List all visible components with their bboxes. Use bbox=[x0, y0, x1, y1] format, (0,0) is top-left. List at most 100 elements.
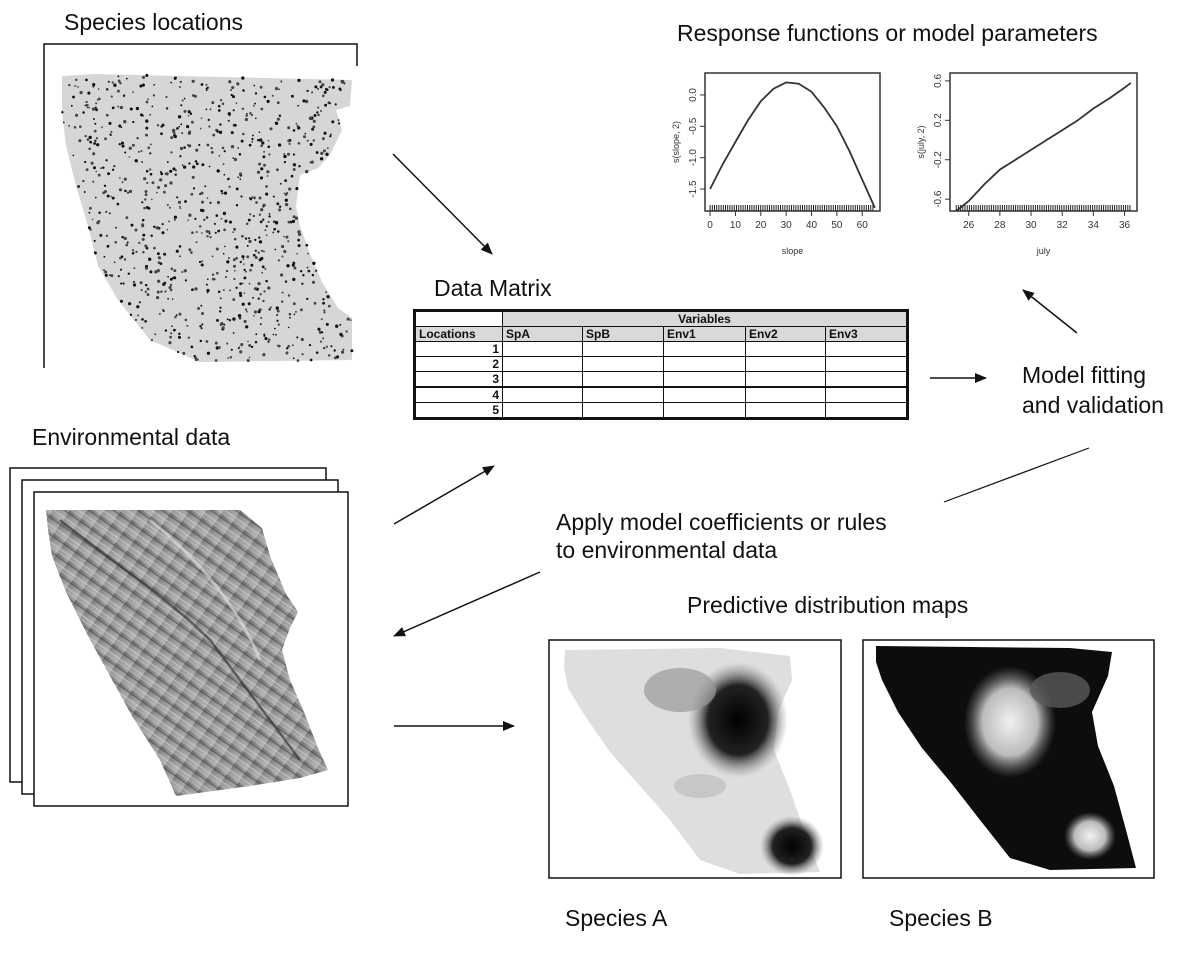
occurrence-point bbox=[141, 201, 144, 204]
occurrence-point bbox=[338, 87, 342, 91]
occurrence-point bbox=[265, 279, 268, 283]
chart-july-response-curve bbox=[955, 82, 1132, 212]
occurrence-point bbox=[243, 268, 246, 272]
occurrence-point bbox=[191, 288, 194, 292]
occurrence-point bbox=[155, 226, 159, 230]
matrix-cell bbox=[582, 341, 664, 357]
occurrence-point bbox=[295, 311, 297, 313]
occurrence-point bbox=[235, 187, 239, 191]
occurrence-point bbox=[145, 206, 149, 209]
occurrence-point bbox=[124, 189, 127, 193]
occurrence-point bbox=[305, 243, 309, 247]
occurrence-point bbox=[103, 255, 106, 258]
occurrence-point bbox=[68, 124, 71, 127]
occurrence-point bbox=[247, 218, 251, 222]
occurrence-point bbox=[107, 172, 111, 176]
occurrence-point bbox=[198, 143, 201, 147]
occurrence-point bbox=[144, 190, 148, 193]
occurrence-point bbox=[247, 302, 251, 306]
occurrence-point bbox=[292, 153, 296, 156]
x-tick-label: 50 bbox=[831, 220, 843, 231]
occurrence-point bbox=[280, 80, 283, 83]
occurrence-point bbox=[235, 204, 239, 207]
occurrence-point bbox=[322, 298, 325, 301]
occurrence-point bbox=[167, 275, 169, 278]
occurrence-point bbox=[223, 192, 226, 194]
occurrence-point bbox=[197, 306, 201, 310]
occurrence-point bbox=[75, 113, 79, 117]
occurrence-point bbox=[109, 133, 112, 136]
arrow-apply-to-environment bbox=[393, 571, 541, 637]
occurrence-point bbox=[183, 109, 187, 113]
occurrence-point bbox=[287, 139, 291, 143]
occurrence-point bbox=[249, 213, 252, 216]
occurrence-point bbox=[263, 334, 266, 337]
occurrence-point bbox=[185, 124, 190, 129]
occurrence-point bbox=[241, 234, 244, 238]
occurrence-point bbox=[164, 290, 167, 293]
occurrence-point bbox=[302, 99, 306, 103]
occurrence-point bbox=[248, 356, 251, 359]
occurrence-point bbox=[219, 123, 222, 126]
occurrence-point bbox=[251, 140, 254, 143]
predictive-map-species-b bbox=[862, 639, 1155, 879]
x-tick-label: 34 bbox=[1088, 220, 1100, 231]
occurrence-point bbox=[111, 106, 115, 110]
occurrence-point bbox=[144, 244, 148, 248]
occurrence-point bbox=[239, 350, 243, 354]
occurrence-point bbox=[255, 333, 258, 336]
occurrence-point bbox=[228, 185, 231, 188]
occurrence-point bbox=[254, 249, 257, 252]
data-matrix-table: Variables Locations SpA SpB Env1 Env2 En… bbox=[413, 309, 909, 420]
occurrence-point bbox=[267, 286, 271, 290]
occurrence-point bbox=[292, 357, 295, 360]
occurrence-point bbox=[279, 182, 282, 185]
occurrence-point bbox=[233, 227, 237, 231]
occurrence-point bbox=[144, 290, 147, 293]
occurrence-point bbox=[120, 282, 123, 285]
occurrence-point bbox=[321, 331, 324, 334]
occurrence-point bbox=[104, 273, 108, 277]
occurrence-point bbox=[228, 220, 233, 224]
occurrence-point bbox=[284, 280, 288, 283]
matrix-row: 3 bbox=[414, 371, 908, 388]
occurrence-point bbox=[298, 232, 302, 236]
occurrence-point bbox=[333, 349, 336, 352]
occurrence-point bbox=[95, 170, 98, 173]
occurrence-point bbox=[272, 195, 275, 198]
occurrence-point bbox=[304, 99, 309, 104]
occurrence-point bbox=[107, 244, 110, 247]
occurrence-point bbox=[93, 142, 96, 145]
occurrence-point bbox=[273, 227, 277, 231]
label-environmental-data: Environmental data bbox=[32, 424, 231, 450]
occurrence-point bbox=[288, 312, 292, 316]
occurrence-point bbox=[285, 351, 289, 355]
occurrence-point bbox=[142, 114, 144, 117]
occurrence-point bbox=[156, 185, 161, 190]
occurrence-point bbox=[274, 248, 277, 251]
occurrence-point bbox=[235, 256, 238, 260]
occurrence-point bbox=[98, 211, 101, 215]
occurrence-point bbox=[173, 328, 176, 332]
species-occurrence-points bbox=[61, 73, 354, 363]
occurrence-point bbox=[327, 354, 331, 357]
occurrence-point bbox=[283, 160, 287, 164]
occurrence-point bbox=[79, 90, 83, 95]
occurrence-point bbox=[222, 252, 225, 255]
occurrence-point bbox=[257, 310, 261, 314]
occurrence-point bbox=[207, 118, 210, 122]
occurrence-point bbox=[150, 198, 153, 201]
occurrence-point bbox=[210, 151, 214, 154]
occurrence-point bbox=[311, 127, 315, 131]
matrix-row-label: 2 bbox=[414, 356, 503, 372]
occurrence-point bbox=[200, 83, 204, 86]
occurrence-point bbox=[229, 289, 231, 292]
occurrence-point bbox=[309, 161, 313, 164]
map-a-low-suitability bbox=[674, 774, 726, 798]
occurrence-point bbox=[244, 237, 248, 240]
x-tick-label: 36 bbox=[1119, 220, 1131, 231]
occurrence-point bbox=[292, 129, 296, 132]
occurrence-point bbox=[68, 83, 71, 87]
occurrence-point bbox=[145, 126, 149, 130]
occurrence-point bbox=[210, 146, 213, 150]
